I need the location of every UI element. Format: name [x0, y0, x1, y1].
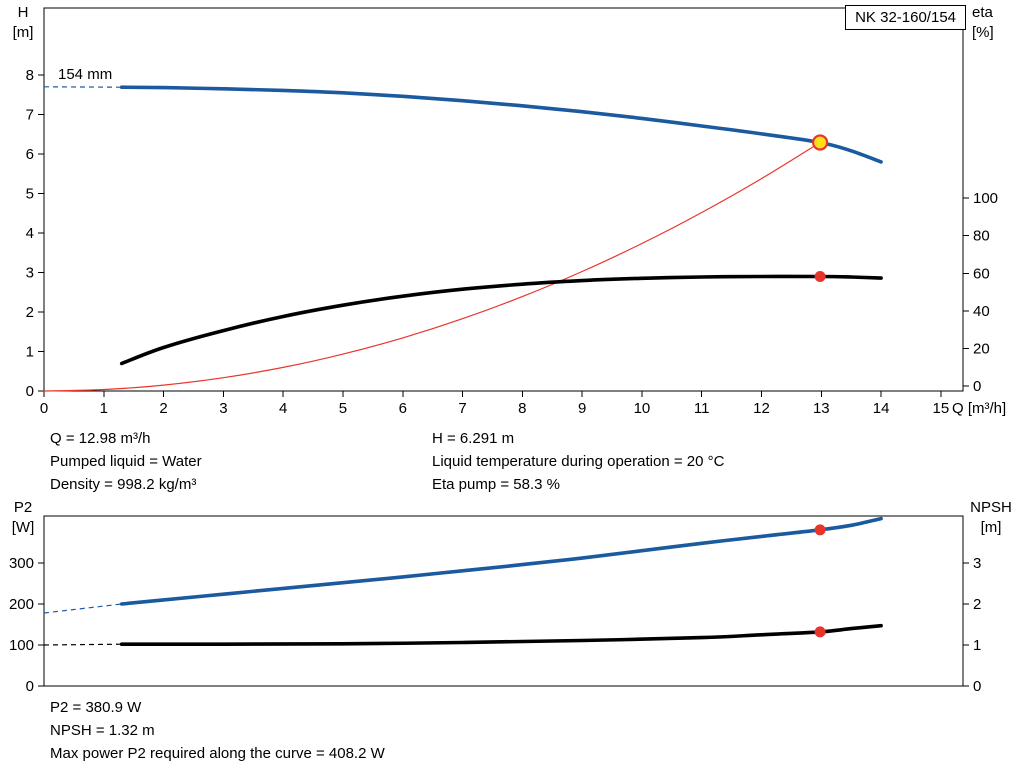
duty-point-npsh [814, 626, 826, 638]
system-curve [43, 141, 821, 392]
left-tick-label: 4 [26, 225, 34, 242]
head-curve [119, 85, 883, 164]
right-tick-label: 20 [973, 340, 990, 357]
npsh-axis-label-symbol: NPSH [970, 499, 1012, 516]
npsh-axis-label: NPSH [m] [962, 498, 1020, 538]
left-tick-label: 5 [26, 186, 34, 203]
x-tick-label: 14 [873, 400, 890, 417]
eta-axis-label-unit: [%] [972, 24, 994, 41]
right-tick-label: 0 [973, 378, 981, 395]
right-tick-label: 3 [973, 555, 981, 572]
pump-model-label: NK 32-160/154 [845, 5, 966, 30]
plot-frame [43, 7, 964, 392]
left-tick-label: 1 [26, 344, 34, 361]
right-tick-label: 100 [973, 190, 998, 207]
x-tick-label: 0 [40, 400, 48, 417]
plot-frame [43, 515, 964, 687]
duty-point-p2 [814, 524, 826, 536]
right-tick-label: 40 [973, 303, 990, 320]
result-max-power: Max power P2 required along the curve = … [50, 745, 385, 762]
left-tick-label: 3 [26, 265, 34, 282]
x-tick-label: 2 [159, 400, 167, 417]
operating-data-right: H = 6.291 m Liquid temperature during op… [432, 427, 724, 496]
left-tick-label: 0 [26, 678, 34, 695]
npsh-curve [119, 623, 883, 647]
density: Density = 998.2 kg/m³ [50, 476, 197, 493]
right-tick-label: 80 [973, 228, 990, 245]
result-p2: P2 = 380.9 W [50, 699, 142, 716]
eta-axis-label-symbol: eta [972, 4, 993, 21]
operating-point-q: Q = 12.98 m³/h [50, 430, 151, 447]
h-axis-label-symbol: H [17, 4, 29, 21]
pumped-liquid: Pumped liquid = Water [50, 453, 202, 470]
liquid-temperature: Liquid temperature during operation = 20… [432, 453, 725, 470]
left-tick-label: 100 [9, 637, 34, 654]
left-tick-label: 2 [26, 304, 34, 321]
npsh-axis-label-unit: [m] [980, 519, 1002, 536]
p2-chart: 0 100 200 300 0 1 2 3 [9, 515, 981, 695]
right-tick-label: 1 [973, 637, 981, 654]
left-tick-label: 200 [9, 596, 34, 613]
result-block: P2 = 380.9 W NPSH = 1.32 m Max power P2 … [50, 696, 385, 765]
left-tick-label: 300 [9, 555, 34, 572]
right-tick-label: 60 [973, 265, 990, 282]
eta-axis-label: eta [%] [972, 3, 1018, 43]
p2-curve-lead [43, 603, 122, 614]
x-tick-label: 5 [339, 400, 347, 417]
left-tick-label: 0 [26, 383, 34, 400]
x-tick-label: 4 [279, 400, 287, 417]
x-tick-label: 12 [753, 400, 770, 417]
p2-axis-label: P2 [W] [2, 498, 44, 538]
left-tick-label: 6 [26, 146, 34, 163]
result-npsh: NPSH = 1.32 m [50, 722, 155, 739]
eta-pump: Eta pump = 58.3 % [432, 476, 560, 493]
x-tick-label: 7 [458, 400, 466, 417]
left-tick-label: 7 [26, 107, 34, 124]
efficiency-curve [119, 274, 883, 366]
duty-point-head [811, 134, 829, 151]
x-tick-label: 1 [100, 400, 108, 417]
x-tick-label: 15 [933, 400, 950, 417]
x-tick-label: 10 [634, 400, 651, 417]
operating-data-left: Q = 12.98 m³/h Pumped liquid = Water Den… [50, 427, 202, 496]
right-tick-label: 2 [973, 596, 981, 613]
x-tick-label: 8 [518, 400, 526, 417]
right-tick-label: 0 [973, 678, 981, 695]
p2-axis-label-unit: [W] [11, 519, 35, 536]
duty-point-eta [814, 270, 826, 282]
npsh-curve-lead [43, 643, 122, 646]
x-tick-label: 3 [219, 400, 227, 417]
x-tick-label: 6 [399, 400, 407, 417]
operating-point-h: H = 6.291 m [432, 430, 515, 447]
x-tick-label: 9 [578, 400, 586, 417]
left-tick-label: 8 [26, 67, 34, 84]
impeller-diameter-label: 154 mm [58, 66, 113, 83]
q-axis-label: Q [m³/h] [952, 400, 1007, 417]
p2-axis-label-symbol: P2 [13, 499, 33, 516]
h-axis-label-unit: [m] [12, 24, 34, 41]
p2-curve [119, 516, 883, 606]
x-tick-label: 13 [813, 400, 830, 417]
h-axis-label: H [m] [4, 3, 42, 43]
x-tick-label: 11 [694, 400, 710, 417]
